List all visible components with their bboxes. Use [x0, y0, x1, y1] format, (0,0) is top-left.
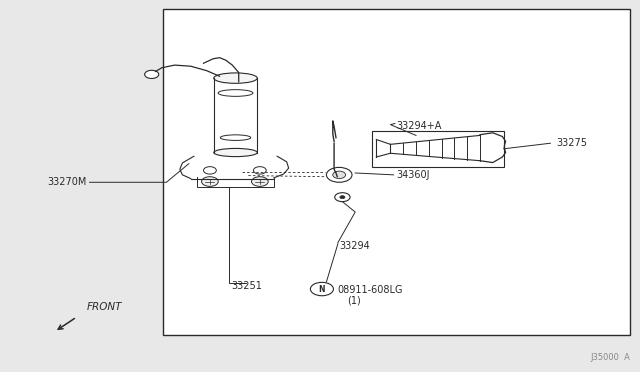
- Text: 33275: 33275: [557, 138, 588, 148]
- Bar: [372, 131, 504, 167]
- Text: (1): (1): [347, 295, 361, 305]
- Circle shape: [253, 167, 266, 174]
- Bar: [163, 9, 630, 335]
- Text: FRONT: FRONT: [86, 302, 122, 312]
- Text: 33294+A: 33294+A: [397, 122, 442, 131]
- Circle shape: [340, 196, 345, 199]
- Circle shape: [333, 171, 346, 179]
- Circle shape: [310, 282, 333, 296]
- Text: 08911-608LG: 08911-608LG: [337, 285, 403, 295]
- Ellipse shape: [214, 73, 257, 83]
- Text: 33294: 33294: [339, 241, 370, 250]
- Circle shape: [335, 193, 350, 202]
- Circle shape: [202, 177, 218, 186]
- Circle shape: [204, 167, 216, 174]
- Circle shape: [145, 70, 159, 78]
- Text: 33251: 33251: [231, 282, 262, 291]
- Ellipse shape: [214, 148, 257, 157]
- Circle shape: [252, 177, 268, 186]
- Text: 33270M: 33270M: [47, 177, 86, 187]
- Text: 34360J: 34360J: [397, 170, 430, 180]
- Circle shape: [326, 167, 352, 182]
- Text: J35000  A: J35000 A: [591, 353, 630, 362]
- Text: N: N: [319, 285, 325, 294]
